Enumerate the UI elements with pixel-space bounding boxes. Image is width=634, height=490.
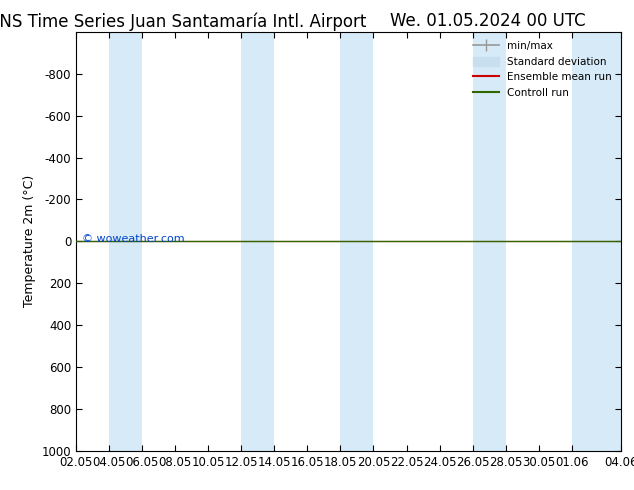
Bar [242, 32, 275, 451]
Bar [340, 32, 373, 451]
Bar [472, 32, 506, 451]
Text: We. 01.05.2024 00 UTC: We. 01.05.2024 00 UTC [391, 12, 586, 30]
Bar [572, 32, 621, 451]
Bar [109, 32, 142, 451]
Legend: min/max, Standard deviation, Ensemble mean run, Controll run: min/max, Standard deviation, Ensemble me… [469, 37, 616, 102]
Y-axis label: Temperature 2m (°C): Temperature 2m (°C) [23, 175, 36, 307]
Text: © woweather.com: © woweather.com [82, 234, 184, 244]
Text: ENS Time Series Juan Santamaría Intl. Airport: ENS Time Series Juan Santamaría Intl. Ai… [0, 12, 366, 31]
